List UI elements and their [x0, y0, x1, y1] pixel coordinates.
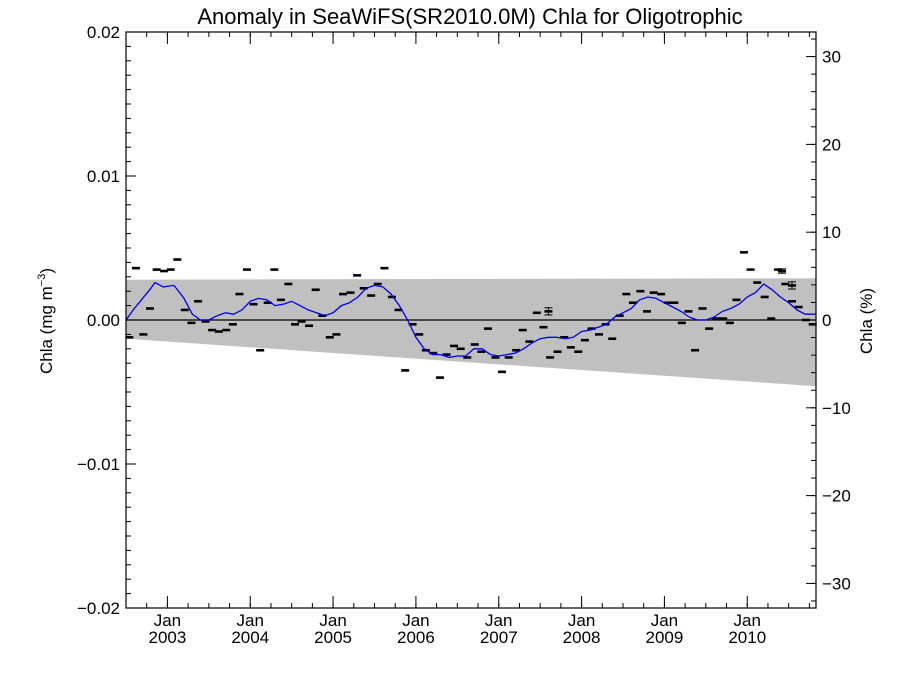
- x-tick-label-month: Jan: [568, 611, 595, 630]
- y-left-label-superscript: −3: [36, 274, 48, 287]
- envelope-band: [126, 278, 816, 387]
- y-left-tick-label: 0.00: [87, 311, 120, 330]
- y-left-tick-label: −0.01: [77, 455, 120, 474]
- y-right-tick-label: −20: [822, 487, 851, 506]
- x-tick-label-year: 2006: [397, 628, 435, 647]
- x-tick-label-year: 2009: [646, 628, 684, 647]
- x-tick-label-year: 2004: [231, 628, 269, 647]
- x-tick-label-month: Jan: [734, 611, 761, 630]
- y-left-tick-label: −0.02: [77, 599, 120, 618]
- y-left-tick-label: 0.01: [87, 167, 120, 186]
- y-left-label-close: ): [37, 268, 56, 274]
- x-tick-label-year: 2007: [480, 628, 518, 647]
- x-tick-label-month: Jan: [319, 611, 346, 630]
- y-axis-left-label: Chla (mg m−3): [36, 268, 56, 374]
- y-right-tick-label: −30: [822, 574, 851, 593]
- x-tick-label-year: 2008: [563, 628, 601, 647]
- ticks: 0.020.010.00−0.01−0.023020100−10−20−30Ja…: [77, 23, 851, 647]
- x-tick-label-month: Jan: [237, 611, 264, 630]
- error-bar: [778, 268, 787, 274]
- y-left-label-main: Chla (mg m: [37, 286, 56, 374]
- y-right-tick-label: −10: [822, 399, 851, 418]
- running-mean-line: [125, 281, 816, 359]
- uncertainty-envelope: [126, 278, 816, 387]
- y-right-tick-label: 0: [822, 311, 831, 330]
- x-tick-label-month: Jan: [485, 611, 512, 630]
- x-tick-label-year: 2010: [728, 628, 766, 647]
- chart-title: Anomaly in SeaWiFS(SR2010.0M) Chla for O…: [197, 4, 742, 29]
- series-layer: [125, 251, 817, 379]
- x-tick-label-month: Jan: [154, 611, 181, 630]
- x-tick-label-year: 2005: [314, 628, 352, 647]
- y-right-tick-label: 20: [822, 135, 841, 154]
- error-bar: [787, 281, 796, 290]
- y-right-tick-label: 10: [822, 223, 841, 242]
- x-tick-label-month: Jan: [651, 611, 678, 630]
- x-tick-label-year: 2003: [149, 628, 187, 647]
- y-left-tick-label: 0.02: [87, 23, 120, 42]
- error-bar: [544, 307, 553, 316]
- y-axis-right-label: Chla (%): [857, 288, 876, 354]
- x-tick-label-month: Jan: [402, 611, 429, 630]
- y-right-tick-label: 30: [822, 48, 841, 67]
